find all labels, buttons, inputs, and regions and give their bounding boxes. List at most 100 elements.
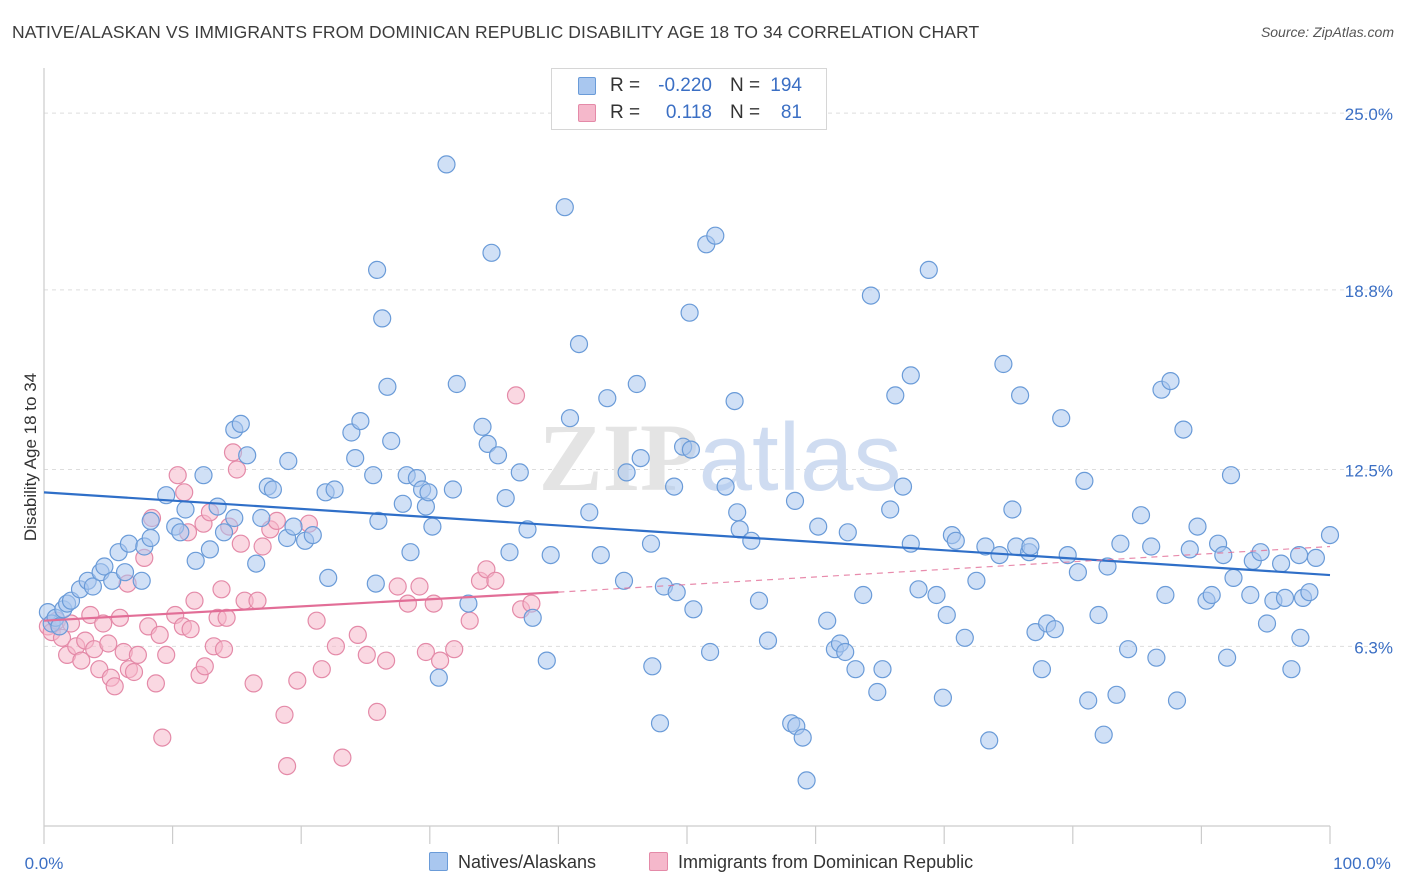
data-point: [373, 309, 392, 328]
data-point: [725, 392, 744, 411]
data-point: [429, 668, 448, 687]
data-point: [195, 657, 214, 676]
data-point: [103, 571, 122, 590]
n-label: N =: [730, 102, 761, 123]
data-point: [1147, 648, 1166, 667]
stat-row-natives: R = -0.220 N = 194: [552, 74, 826, 100]
data-point: [1224, 568, 1243, 588]
data-point: [598, 389, 617, 408]
r-value: 0.118: [665, 102, 712, 123]
data-point: [1089, 605, 1108, 625]
data-point: [886, 386, 905, 405]
data-point: [631, 449, 650, 468]
data-point: [909, 580, 928, 599]
blue-swatch: [578, 77, 596, 95]
data-point: [419, 483, 438, 502]
data-point: [175, 483, 194, 502]
data-point: [1032, 660, 1052, 679]
data-point: [927, 585, 946, 605]
data-point: [141, 511, 160, 531]
data-point: [431, 651, 450, 670]
data-point: [312, 660, 331, 679]
data-point: [279, 451, 298, 471]
data-point: [1010, 386, 1030, 405]
data-point: [518, 520, 537, 539]
data-point: [437, 155, 456, 174]
legend-swatch-pink: [649, 852, 668, 871]
data-point: [627, 374, 646, 394]
data-point: [393, 494, 412, 513]
y-tick-label: 12.5%: [1345, 462, 1393, 481]
correlation-stats-box: R = -0.220 N = 194 R = 0.118 N = 81: [551, 68, 827, 130]
data-point: [225, 508, 244, 528]
data-point: [868, 682, 887, 702]
data-point: [680, 303, 699, 322]
data-point: [83, 577, 103, 596]
data-point: [1214, 545, 1233, 565]
data-point: [247, 554, 266, 573]
data-point: [1306, 548, 1326, 568]
data-point: [244, 674, 263, 693]
data-point: [368, 260, 387, 279]
series-natives-alaskans: [38, 155, 1340, 790]
data-point: [459, 594, 478, 613]
data-point: [664, 477, 684, 496]
data-point: [185, 591, 204, 610]
data-point: [416, 642, 435, 662]
data-point: [496, 489, 515, 508]
data-point: [980, 731, 999, 750]
data-point: [700, 642, 720, 662]
stat-row-dominican: R = 0.118 N = 81: [552, 101, 826, 127]
data-point: [368, 702, 387, 722]
data-point: [955, 628, 974, 647]
data-point: [333, 748, 352, 767]
data-point: [728, 503, 747, 522]
data-point: [1156, 585, 1175, 605]
data-point: [252, 508, 271, 528]
data-point: [742, 531, 761, 550]
legend-label: Immigrants from Dominican Republic: [678, 852, 974, 872]
data-point: [443, 480, 462, 499]
data-point: [1058, 545, 1077, 565]
data-point: [150, 625, 169, 645]
data-point: [500, 543, 519, 562]
data-point: [1271, 554, 1291, 573]
data-point: [523, 608, 542, 627]
data-point: [284, 517, 303, 536]
data-point: [1282, 660, 1301, 679]
data-point: [901, 534, 920, 553]
data-point: [1251, 543, 1270, 562]
data-point: [1174, 420, 1193, 439]
data-point: [124, 662, 144, 682]
data-point: [119, 534, 138, 553]
data-point: [881, 500, 900, 519]
data-point: [388, 577, 407, 596]
data-point: [641, 534, 661, 553]
data-point: [146, 674, 165, 693]
x-tick-label-min: 0.0%: [25, 854, 64, 873]
watermark: ZIPatlas: [539, 404, 902, 511]
legend: Natives/Alaskans Immigrants from Dominic…: [0, 850, 1406, 878]
data-point: [1291, 628, 1310, 647]
data-point: [176, 500, 195, 519]
data-point: [749, 591, 769, 610]
data-point: [617, 463, 636, 482]
r-value: -0.220: [658, 75, 712, 96]
data-point: [994, 354, 1013, 374]
data-point: [1275, 588, 1295, 608]
data-point: [809, 517, 828, 536]
data-point: [1221, 466, 1241, 485]
pink-swatch: [578, 104, 596, 122]
data-point: [541, 545, 560, 565]
data-point: [357, 645, 376, 665]
data-point: [238, 446, 257, 465]
data-point: [1118, 640, 1138, 659]
data-point: [263, 480, 282, 499]
data-point: [99, 634, 118, 653]
data-point: [473, 417, 492, 436]
data-point: [1045, 620, 1064, 639]
data-point: [684, 600, 703, 619]
data-point: [423, 517, 442, 536]
data-point: [364, 466, 383, 485]
